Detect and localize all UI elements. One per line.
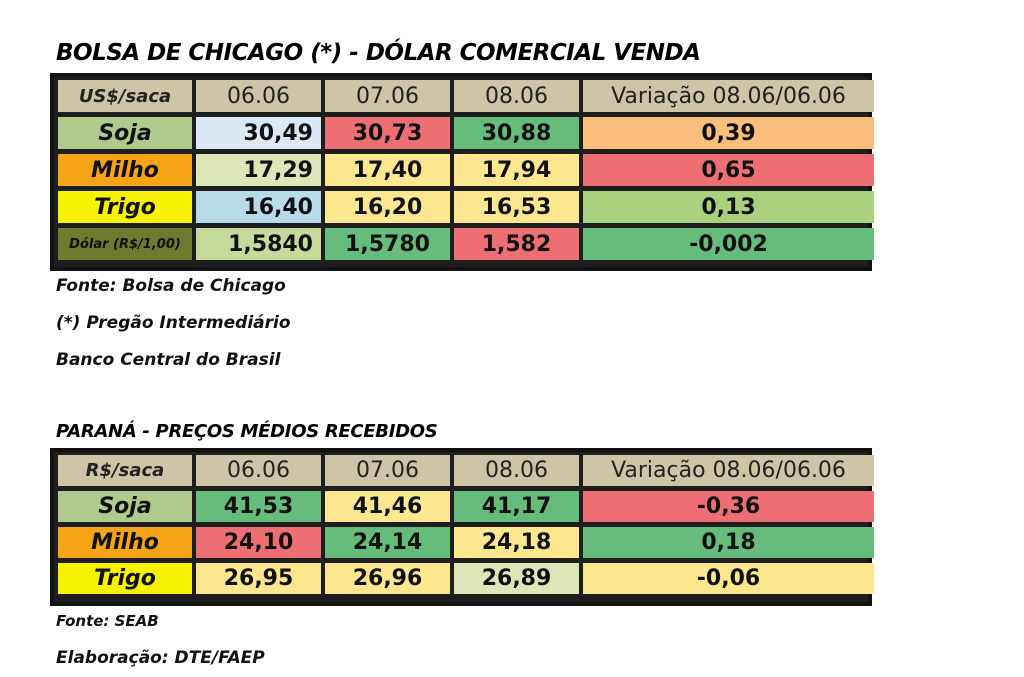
credit-note: Elaboração: DTE/FAEP (56, 648, 265, 668)
table-cell: 1,582 (454, 228, 579, 260)
row-label-dolar: Dólar (R$/1,00) (58, 228, 192, 260)
row-label-trigo: Trigo (58, 191, 192, 223)
chicago-title: BOLSA DE CHICAGO (*) - DÓLAR COMERCIAL V… (56, 40, 701, 66)
table-cell: 16,53 (454, 191, 579, 223)
table-cell: 1,5840 (196, 228, 321, 260)
table-cell: 0,39 (583, 117, 874, 149)
table-cell: 26,96 (325, 563, 450, 594)
row-label-soja: Soja (58, 117, 192, 149)
table-cell: 0,13 (583, 191, 874, 223)
table-cell: 24,10 (196, 527, 321, 558)
header-date: 08.06 (454, 455, 579, 486)
chicago-table: US$/saca 06.06 07.06 08.06 Variação 08.0… (50, 73, 874, 271)
table-cell: 1,5780 (325, 228, 450, 260)
table-cell: -0,36 (583, 491, 874, 522)
table-cell: 17,40 (325, 154, 450, 186)
table-cell: 41,46 (325, 491, 450, 522)
header-variation: Variação 08.06/06.06 (583, 455, 874, 486)
header-variation: Variação 08.06/06.06 (583, 80, 874, 112)
table-cell: 17,94 (454, 154, 579, 186)
header-date: 08.06 (454, 80, 579, 112)
header-unit: R$/saca (58, 455, 192, 486)
table-cell: 16,20 (325, 191, 450, 223)
table-cell: 24,14 (325, 527, 450, 558)
header-date: 07.06 (325, 80, 450, 112)
table-cell: 41,17 (454, 491, 579, 522)
table-cell: 0,65 (583, 154, 874, 186)
header-date: 06.06 (196, 455, 321, 486)
source-note: Fonte: Bolsa de Chicago (56, 276, 286, 296)
table-cell: -0,002 (583, 228, 874, 260)
table-cell: 24,18 (454, 527, 579, 558)
table-cell: 26,95 (196, 563, 321, 594)
table-cell: 17,29 (196, 154, 321, 186)
parana-title: PARANÁ - PREÇOS MÉDIOS RECEBIDOS (56, 421, 438, 442)
header-date: 07.06 (325, 455, 450, 486)
header-date: 06.06 (196, 80, 321, 112)
row-label-soja: Soja (58, 491, 192, 522)
footnote: (*) Pregão Intermediário (56, 313, 291, 333)
table-cell: 41,53 (196, 491, 321, 522)
source-note: Fonte: SEAB (56, 612, 159, 630)
table-cell: -0,06 (583, 563, 874, 594)
table-cell: 30,73 (325, 117, 450, 149)
table-cell: 26,89 (454, 563, 579, 594)
table-cell: 16,40 (196, 191, 321, 223)
row-label-milho: Milho (58, 154, 192, 186)
parana-table: R$/saca 06.06 07.06 08.06 Variação 08.06… (50, 448, 874, 606)
table-cell: 30,49 (196, 117, 321, 149)
header-unit: US$/saca (58, 80, 192, 112)
source-note: Banco Central do Brasil (56, 350, 281, 370)
row-label-trigo: Trigo (58, 563, 192, 594)
table-cell: 30,88 (454, 117, 579, 149)
table-cell: 0,18 (583, 527, 874, 558)
row-label-milho: Milho (58, 527, 192, 558)
